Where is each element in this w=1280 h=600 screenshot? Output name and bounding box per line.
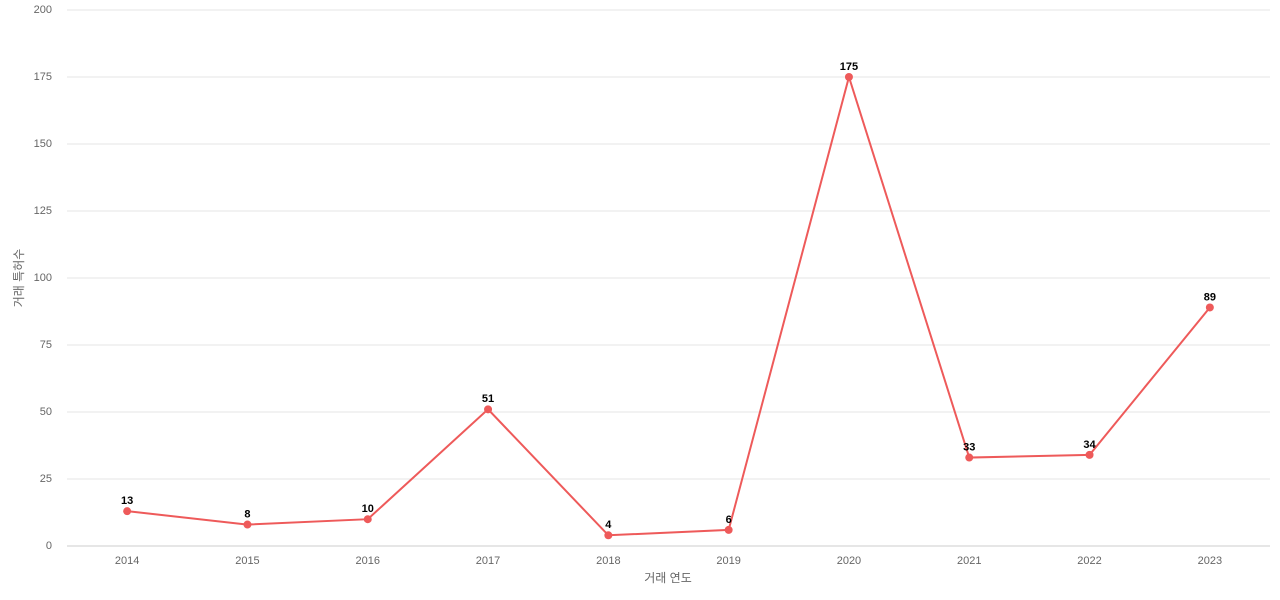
x-tick-label: 2015 [235,555,259,567]
x-tick-label: 2014 [115,555,139,567]
y-tick-label: 75 [40,339,52,351]
y-tick-label: 50 [40,406,52,418]
x-tick-label: 2018 [596,555,620,567]
x-tick-label: 2021 [957,555,981,567]
y-axis-title: 거래 특허수 [12,249,26,308]
point [724,525,733,534]
point [1085,450,1094,459]
y-tick-label: 0 [46,540,52,552]
data-label: 89 [1204,291,1216,303]
point [484,405,493,414]
data-label: 13 [121,495,133,507]
y-tick-label: 25 [40,473,52,485]
y-tick-label: 150 [34,138,52,150]
x-axis-title: 거래 연도 [644,571,692,585]
y-tick-label: 200 [34,4,52,16]
x-tick-label: 2016 [356,555,380,567]
point [1205,303,1214,312]
x-tick-label: 2020 [837,555,861,567]
point [844,73,853,81]
point [363,515,372,524]
y-tick-label: 175 [34,71,52,83]
point [965,453,974,462]
x-tick-label: 2019 [716,555,740,567]
y-tick-label: 125 [34,205,52,217]
x-tick-label: 2022 [1077,555,1101,567]
data-label: 33 [963,441,975,453]
y-tick-label: 100 [34,272,52,284]
data-label: 10 [362,503,374,515]
data-label: 51 [482,393,494,405]
point [123,507,132,516]
line [127,73,1211,537]
x-tick-label: 2023 [1198,555,1222,567]
data-label: 4 [605,519,612,531]
x-tick-label: 2017 [476,555,500,567]
data-label: 6 [726,514,732,526]
point [604,531,613,540]
data-label: 8 [244,508,250,520]
point [243,520,252,529]
data-label: 34 [1083,439,1096,451]
data-label: 175 [840,61,858,73]
